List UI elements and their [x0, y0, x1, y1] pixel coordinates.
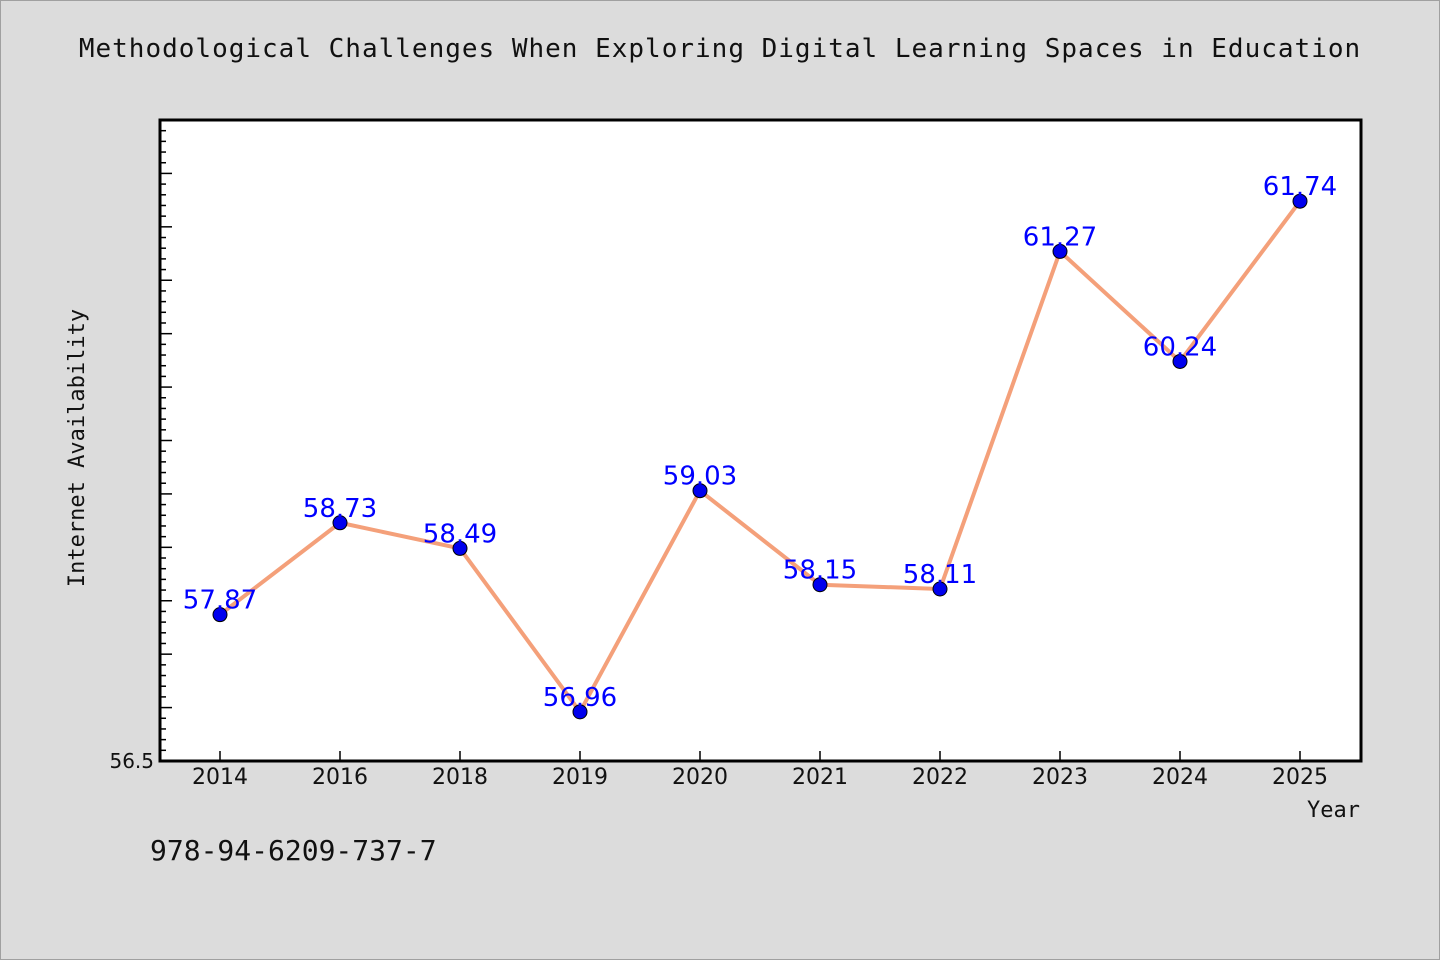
x-tick-label: 2025: [1272, 765, 1328, 790]
data-label: 61.27: [1023, 222, 1097, 252]
x-tick-label: 2018: [432, 765, 488, 790]
x-tick-label: 2019: [552, 765, 608, 790]
x-tick-label: 2020: [672, 765, 728, 790]
data-point-marker: [572, 704, 588, 720]
data-label: 56.96: [543, 683, 617, 713]
series-line: [218, 199, 1302, 714]
data-label: 58.15: [783, 556, 857, 586]
data-label: 59.03: [663, 462, 737, 492]
data-label: 58.49: [423, 519, 497, 549]
series-line-group: [212, 193, 1308, 720]
y-tick-label-min: 56.5: [109, 749, 154, 773]
isbn-footer: 978-94-6209-737-7: [150, 834, 437, 867]
y-axis-title: Internet Availability: [65, 309, 90, 587]
y-axis-ticks: [160, 119, 172, 762]
data-label: 60.24: [1143, 332, 1217, 362]
x-tick-label: 2021: [792, 765, 848, 790]
data-label: 61.74: [1263, 172, 1337, 202]
x-tick-label: 2014: [192, 765, 248, 790]
data-label: 57.87: [183, 586, 257, 616]
data-point-marker: [812, 577, 828, 593]
data-point-marker: [1052, 243, 1068, 259]
data-point-marker: [692, 483, 708, 499]
x-tick-label: 2016: [312, 765, 368, 790]
plot-area: [158, 118, 1363, 763]
data-point-marker: [332, 515, 348, 531]
data-label: 58.11: [903, 560, 977, 590]
data-point-marker: [1172, 353, 1188, 369]
data-point-marker: [1292, 193, 1308, 209]
x-tick-label: 2022: [912, 765, 968, 790]
x-axis-ticks: 2014 2016 2018 2019 2020 2021 2022 2023 2024 2025: [192, 751, 1328, 790]
data-point-marker: [212, 607, 228, 623]
x-tick-label: 2024: [1152, 765, 1208, 790]
data-label: 58.73: [303, 494, 377, 524]
x-tick-label: 2023: [1032, 765, 1088, 790]
data-point-marker: [452, 540, 468, 556]
x-axis-title: Year: [1307, 798, 1360, 823]
data-point-marker: [932, 581, 948, 597]
chart-title: Methodological Challenges When Exploring…: [78, 34, 1362, 64]
data-labels-group: 57.87 58.73 58.49 56.96 59.03 58.15 58.11 61.27…: [183, 172, 1337, 713]
